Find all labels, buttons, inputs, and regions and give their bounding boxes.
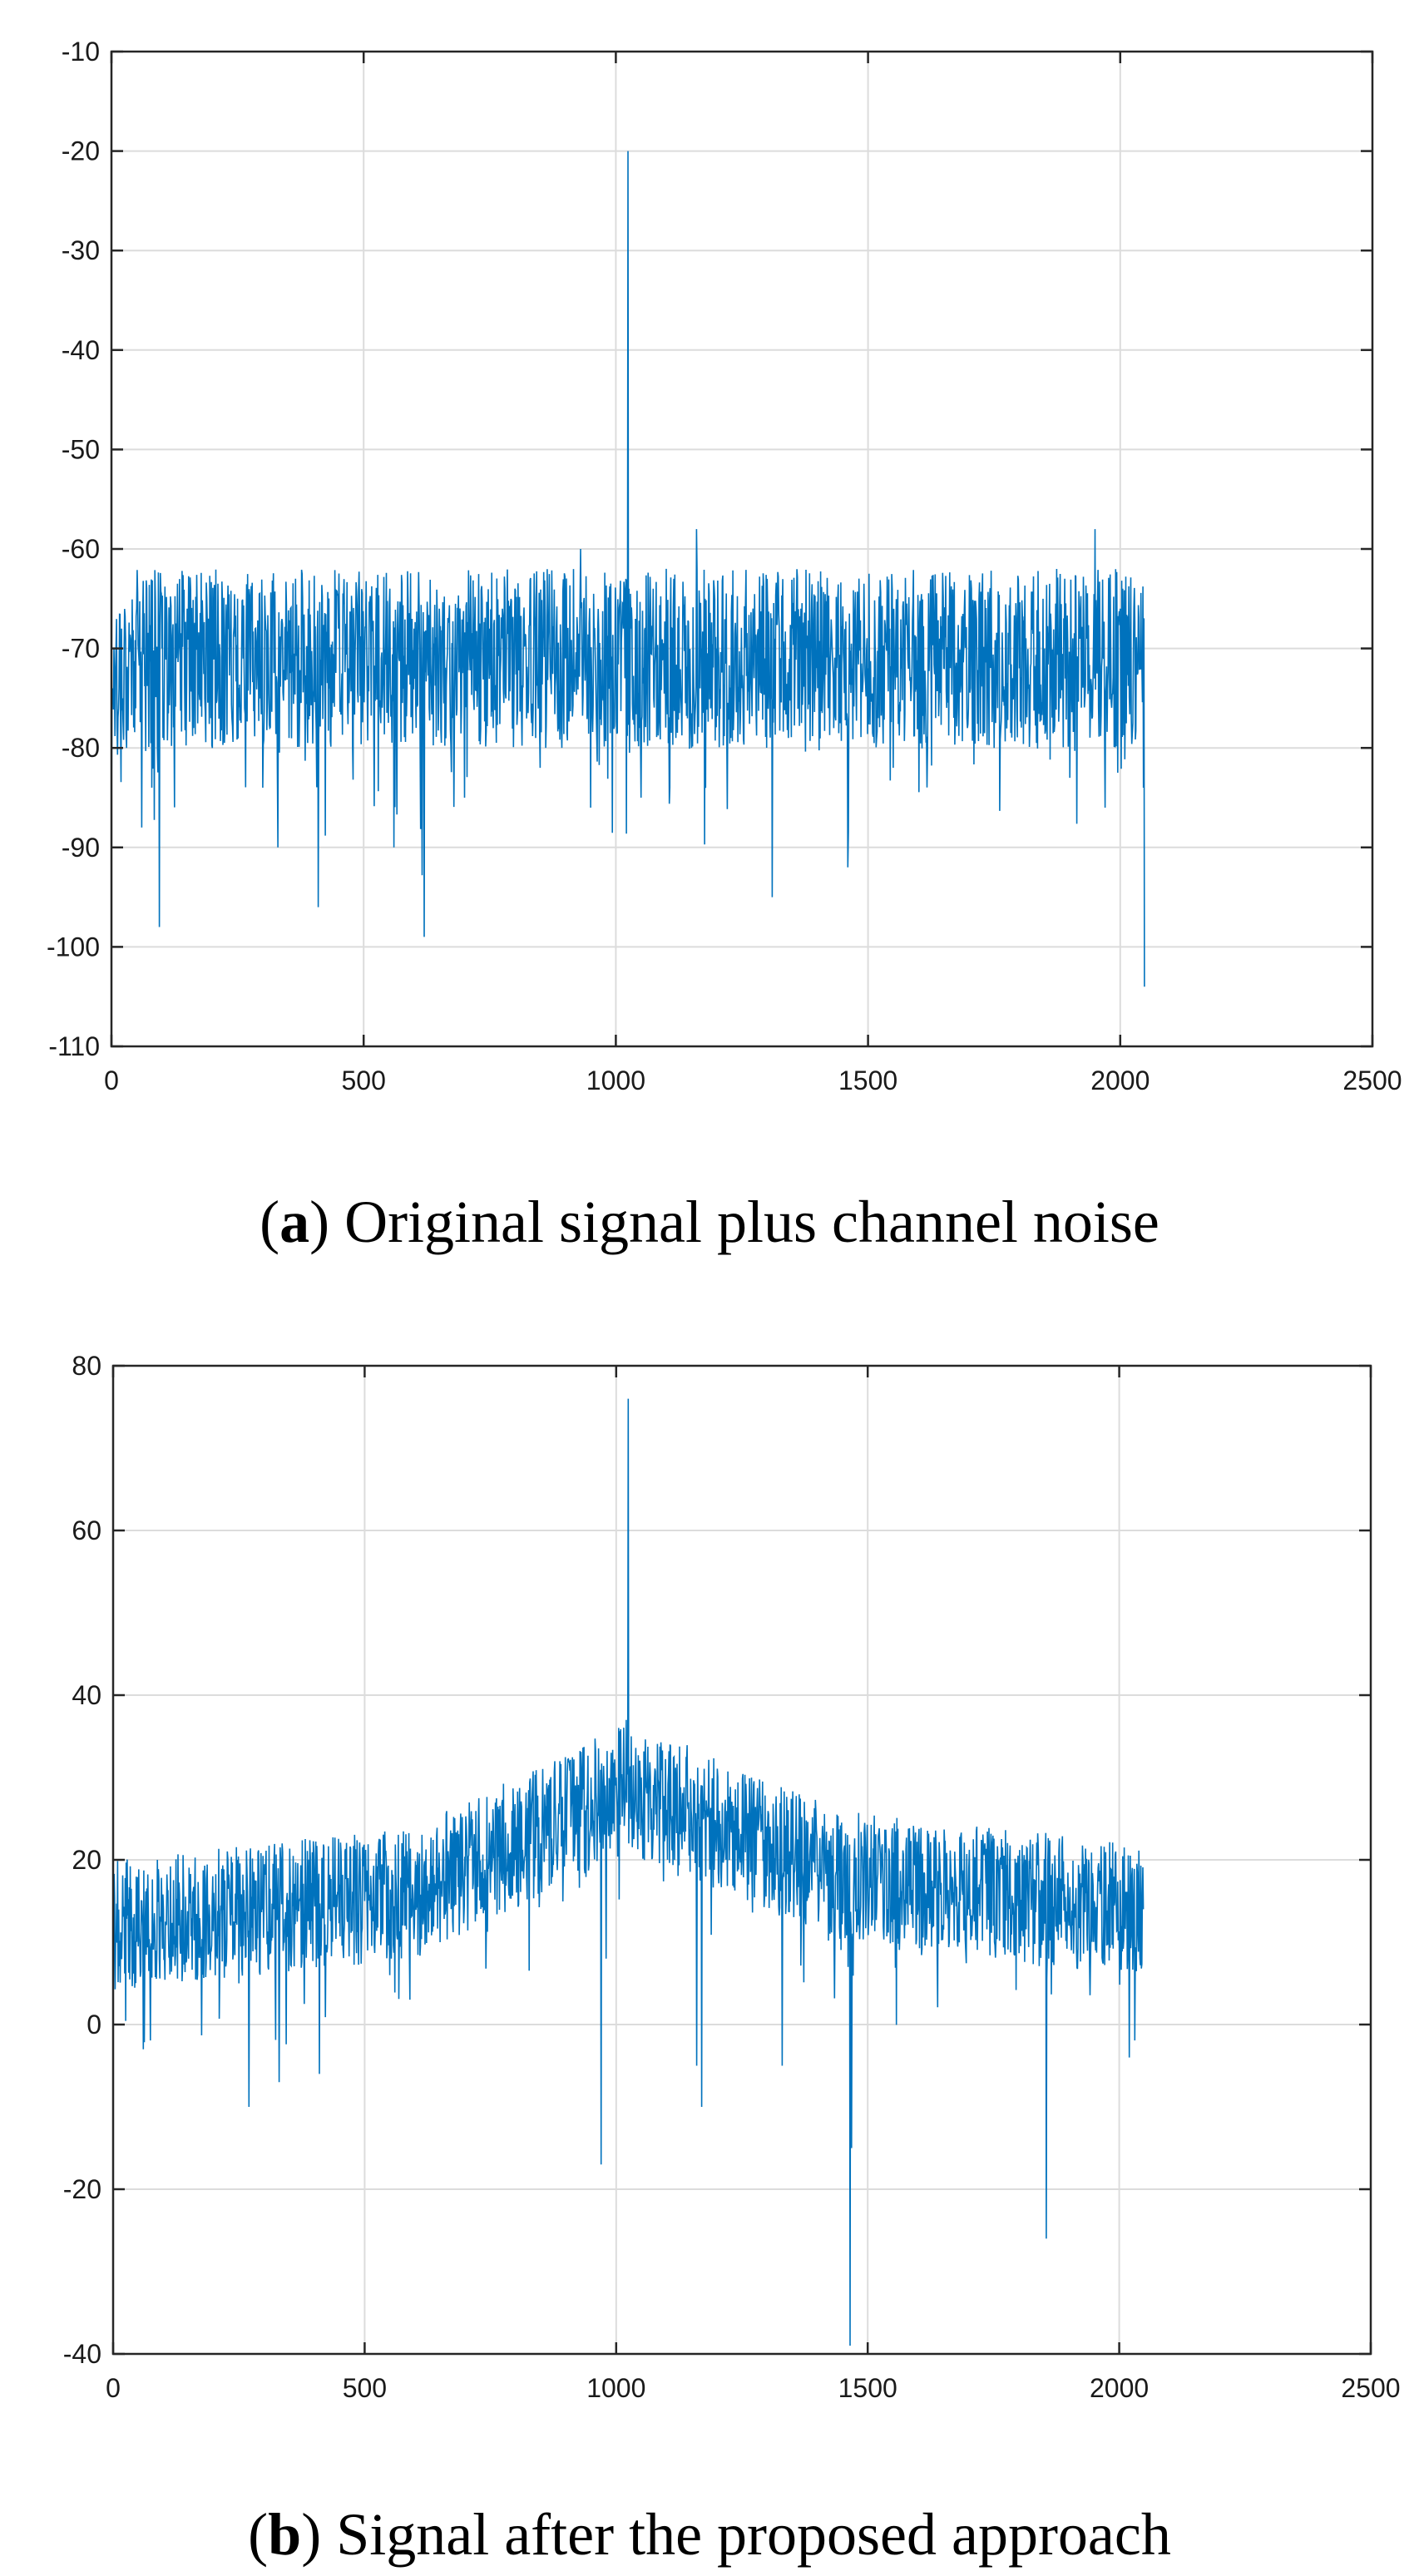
chart-a-x-tick-label: 2500 (1342, 1066, 1402, 1095)
chart-a-y-tick-label: -20 (62, 136, 100, 166)
chart-a-x-tick-label: 2000 (1090, 1066, 1150, 1095)
chart-a-y-tick-label: -60 (62, 534, 100, 564)
chart-b-x-tick-label: 1500 (838, 2373, 897, 2403)
chart-a-signal-line (111, 151, 1145, 987)
chart-b-y-tick-label: 40 (72, 1680, 101, 1710)
chart-a-y-tick-label: -30 (62, 235, 100, 265)
caption-b-letter: b (268, 2501, 302, 2568)
chart-a-y-tick-label: -50 (62, 434, 100, 464)
chart-b-x-tick-label: 2000 (1090, 2373, 1149, 2403)
caption-b: (b) Signal after the proposed approach (248, 2501, 1171, 2568)
chart-a-y-tick-label: -40 (62, 335, 100, 365)
chart-a-y-tick-label: -100 (47, 932, 100, 962)
caption-b-text: Signal after the proposed approach (336, 2501, 1171, 2568)
chart-b-y-tick-label: 80 (72, 1351, 101, 1381)
chart-a-y-tick-label: -80 (62, 733, 100, 763)
chart-b-x-tick-label: 1000 (586, 2373, 645, 2403)
caption-a-letter: a (279, 1189, 310, 1255)
chart-b-y-tick-label: 0 (87, 2010, 101, 2040)
chart-b-x-tick-label: 2500 (1341, 2373, 1400, 2403)
chart-b-x-tick-label: 500 (343, 2373, 387, 2403)
chart-a-x-tick-label: 1000 (586, 1066, 645, 1095)
chart-a-x-tick-label: 500 (342, 1066, 386, 1095)
chart-a-y-tick-label: -110 (48, 1031, 100, 1061)
chart-b-y-tick-label: 60 (72, 1515, 101, 1545)
chart-b-signal-line (112, 1398, 1145, 2346)
chart-a-x-tick-label: 1500 (838, 1066, 897, 1095)
chart-b-y-tick-label: -20 (63, 2174, 101, 2204)
chart-a: 0 500 1000 1500 2000 2500 -110 -100 -90 -80 -70 -60… (47, 37, 1402, 1095)
chart-b-y-tick-label: 20 (72, 1845, 101, 1875)
chart-a-y-tick-label: -90 (62, 833, 100, 863)
chart-b-x-tick-label: 0 (106, 2373, 121, 2403)
caption-a: (a) Original signal plus channel noise (260, 1189, 1159, 1255)
caption-a-text: Original signal plus channel noise (344, 1189, 1159, 1255)
chart-a-y-tick-label: -70 (62, 634, 100, 664)
chart-b-y-tick-label: -40 (63, 2339, 101, 2369)
chart-b: 0 500 1000 1500 2000 2500 -40 -20 0 20 40 60 80 (63, 1351, 1401, 2403)
chart-a-x-tick-label: 0 (104, 1066, 119, 1095)
chart-a-y-tick-label: -10 (62, 37, 100, 67)
